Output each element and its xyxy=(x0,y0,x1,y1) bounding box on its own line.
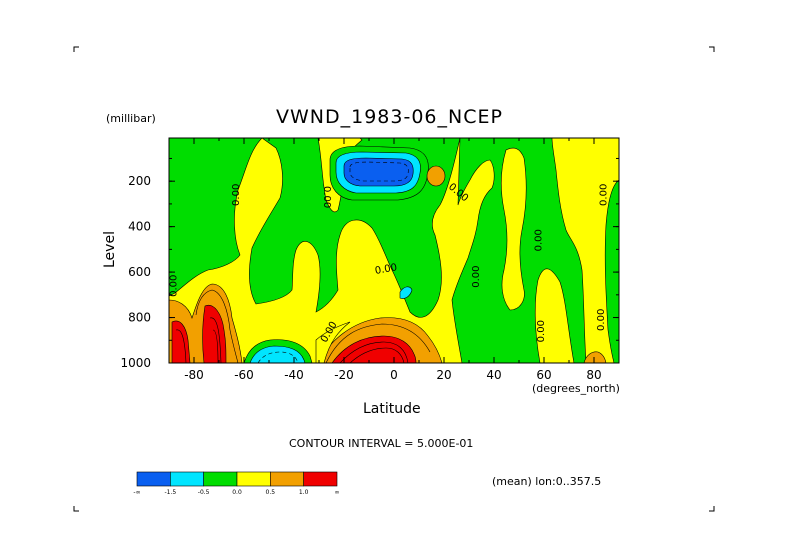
colorbar-swatch xyxy=(236,471,271,487)
x-tick-label: 80 xyxy=(586,368,601,382)
cyan-fleck xyxy=(399,286,413,299)
zero-contour-label: 0.00 xyxy=(231,184,242,206)
zero-contour-label: 0.00 xyxy=(374,262,398,277)
jet-min-dash xyxy=(349,161,409,182)
x-tick-label: 40 xyxy=(486,368,501,382)
x-axis: -80 -60 -40 -20 0 20 40 60 80 xyxy=(168,138,620,382)
x-tick-label: -20 xyxy=(334,368,354,382)
y-tick-label: 600 xyxy=(128,265,151,279)
y-axis-label: Level xyxy=(102,231,118,268)
zero-contour-label: 0.00 xyxy=(534,229,545,251)
colorbar-label: -0.5 xyxy=(198,489,210,496)
y-units-label: (millibar) xyxy=(106,112,156,125)
cyan-pocket-dash xyxy=(257,351,299,363)
zero-contour-label: 0.00 xyxy=(471,266,482,288)
colorbar-label: 0.0 xyxy=(232,489,242,496)
colorbar-label: 1.0 xyxy=(299,489,309,496)
y-tick-label: 200 xyxy=(128,174,151,188)
y-axis: 200 400 600 800 1000 xyxy=(120,157,619,370)
zero-contour-label: 0.00 xyxy=(169,275,180,297)
colorbar-label: -1.5 xyxy=(164,489,176,496)
x-tick-label: -60 xyxy=(234,368,254,382)
contour-fill xyxy=(169,138,619,363)
zero-contour-label: 0.00 xyxy=(599,184,610,206)
chart-title: VWND_1983-06_NCEP xyxy=(276,106,503,128)
surf-max-eq-contours xyxy=(325,323,431,363)
eq-yellow-edge xyxy=(315,321,351,363)
region-yellow-north-1 xyxy=(500,147,527,311)
y-tick-label: 800 xyxy=(128,311,151,325)
x-tick-label: 0 xyxy=(390,368,398,382)
orange-blob-north xyxy=(426,165,446,187)
colorbar-swatch xyxy=(170,471,204,487)
colorbar-swatch xyxy=(136,471,171,487)
zero-contour-label: 0.00 xyxy=(536,320,547,342)
mean-text: (mean) lon:0..357.5 xyxy=(492,475,602,488)
corner-marks xyxy=(73,46,715,512)
x-tick-label: 20 xyxy=(436,368,451,382)
colorbar: -∞ -1.5 -0.5 0.0 0.5 1.0 ∞ xyxy=(133,471,340,496)
x-tick-label: -40 xyxy=(284,368,304,382)
colorbar-swatch xyxy=(203,471,238,487)
x-axis-label: Latitude xyxy=(363,401,421,417)
cyan-pocket-south-inner xyxy=(249,345,306,363)
colorbar-swatch xyxy=(270,471,304,487)
colorbar-label: ∞ xyxy=(335,489,340,496)
zero-contour-label: 0.00 xyxy=(321,186,332,208)
orange-surface-north xyxy=(583,351,607,363)
jet-min-blue xyxy=(343,157,414,187)
y-tick-label: 1000 xyxy=(120,356,151,370)
zero-contour-label: 0.00 xyxy=(596,309,607,331)
contour-interval-text: CONTOUR INTERVAL = 5.000E-01 xyxy=(289,437,474,450)
region-yellow-north-2 xyxy=(551,138,619,363)
colorbar-swatch xyxy=(303,471,338,487)
colorbar-label: 0.5 xyxy=(266,489,276,496)
x-units-label: (degrees_north) xyxy=(532,382,620,395)
x-tick-label: 60 xyxy=(536,368,551,382)
surf-max-south-contours xyxy=(175,289,239,363)
colorbar-label: -∞ xyxy=(133,489,140,496)
x-tick-label: -80 xyxy=(184,368,204,382)
y-tick-label: 400 xyxy=(128,220,151,234)
region-green-south xyxy=(169,138,263,297)
